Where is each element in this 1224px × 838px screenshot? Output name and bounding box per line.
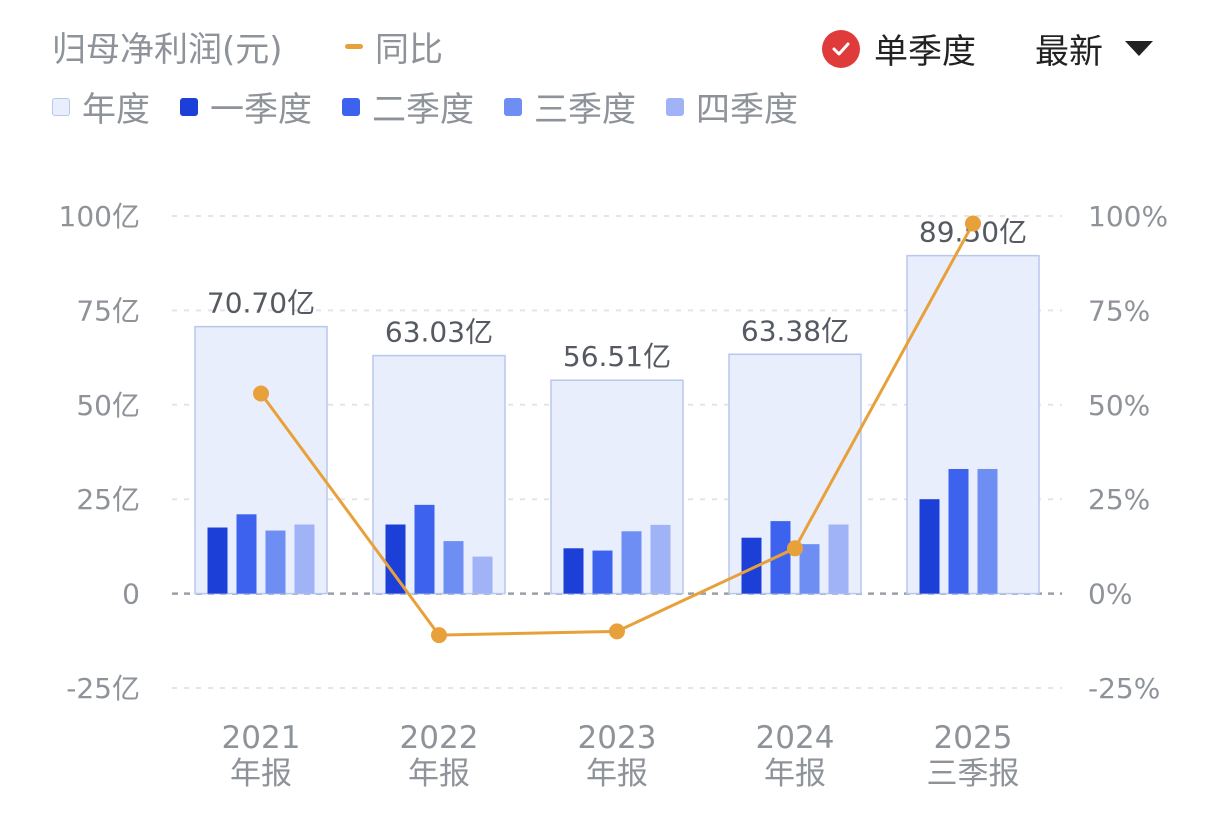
quarter-bar-q1 [563,548,584,594]
quarter-bar-q1 [207,527,228,594]
legend-label-q3: 三季度 [534,90,636,130]
yoy-point [431,627,447,644]
legend-label-yoy: 同比 [375,30,443,70]
quarter-bar-q4 [650,524,671,594]
quarter-bar-q2 [948,468,969,594]
x-category-year: 2021 [222,720,301,756]
quarter-bar-q1 [741,537,762,594]
period-dropdown-label: 最新 [1035,32,1103,72]
x-category-period: 年报 [230,756,292,792]
x-category-period: 年报 [764,756,826,792]
legend-swatch-q1 [180,97,198,116]
quarter-bar-q3 [265,530,286,594]
quarter-bar-q2 [414,504,435,594]
quarter-bar-q2 [236,514,257,594]
legend-swatch-annual [52,97,70,116]
annual-data-label: 63.38亿 [741,314,849,347]
legend-item-q3[interactable]: 三季度 [504,82,636,131]
checkmark-icon [822,29,860,68]
annual-data-label: 56.51亿 [563,340,671,373]
legend-item-annual[interactable]: 年度 [52,82,150,131]
legend-label-q1: 一季度 [210,90,312,130]
quarter-bar-q4 [472,556,493,594]
y2-tick-label: 0% [1088,578,1132,611]
annual-data-label: 70.70亿 [207,287,315,320]
x-category-year: 2025 [934,720,1013,756]
quarter-bar-q4 [294,524,315,594]
x-category-year: 2023 [578,720,657,756]
single-quarter-toggle[interactable]: 单季度 [822,24,976,73]
y2-tick-label: 75% [1088,294,1150,327]
x-category-period: 年报 [586,756,648,792]
y2-tick-label: 25% [1088,483,1150,516]
yoy-point [787,540,803,557]
quarter-bar-q1 [385,524,406,594]
y-tick-label: 100亿 [59,200,140,233]
legend-label-q4: 四季度 [696,90,798,130]
legend-label-annual: 年度 [82,90,150,130]
y-tick-label: -25亿 [66,672,140,705]
chart-header: 归母净利润(元) 同比 单季度 最新 年度 一季度 二季度 三季度 [0,0,1224,140]
series-legend: 年度 一季度 二季度 三季度 四季度 [52,82,828,131]
legend-swatch-q3 [504,97,522,116]
legend-item-q2[interactable]: 二季度 [342,82,474,131]
quarter-bar-q2 [592,550,613,594]
legend-item-q4[interactable]: 四季度 [666,82,798,131]
quarter-bar-q2 [770,521,791,594]
quarter-bar-q3 [977,468,998,594]
y-tick-label: 0 [122,578,140,611]
yoy-point [965,215,981,232]
quarter-bar-q3 [443,541,464,594]
x-category-period: 年报 [408,756,470,792]
legend-item-q1[interactable]: 一季度 [180,82,312,131]
y2-tick-label: 100% [1088,200,1168,233]
legend-swatch-q2 [342,97,360,116]
quarter-bar-q1 [919,499,940,594]
y-tick-label: 25亿 [76,483,140,516]
yoy-line-swatch [345,44,363,49]
y2-tick-label: -25% [1088,672,1160,705]
single-quarter-label: 单季度 [874,32,976,72]
y-tick-label: 50亿 [76,389,140,422]
yoy-point [253,385,269,402]
legend-swatch-q4 [666,97,684,116]
legend-item-yoy[interactable]: 同比 [345,22,443,71]
legend-label-q2: 二季度 [372,90,474,130]
chart-title: 归母净利润(元) [52,30,283,70]
quarter-bar-q3 [621,531,642,594]
quarter-bar-q4 [828,524,849,594]
period-dropdown[interactable]: 最新 [1035,24,1153,73]
annual-data-label: 63.03亿 [385,316,493,349]
caret-down-icon [1125,41,1153,56]
quarter-bar-q3 [799,544,820,594]
y2-tick-label: 50% [1088,389,1150,422]
x-category-year: 2024 [756,720,835,756]
y-tick-label: 75亿 [76,294,140,327]
yoy-point [609,623,625,640]
x-category-year: 2022 [400,720,479,756]
x-category-period: 三季报 [927,756,1020,792]
